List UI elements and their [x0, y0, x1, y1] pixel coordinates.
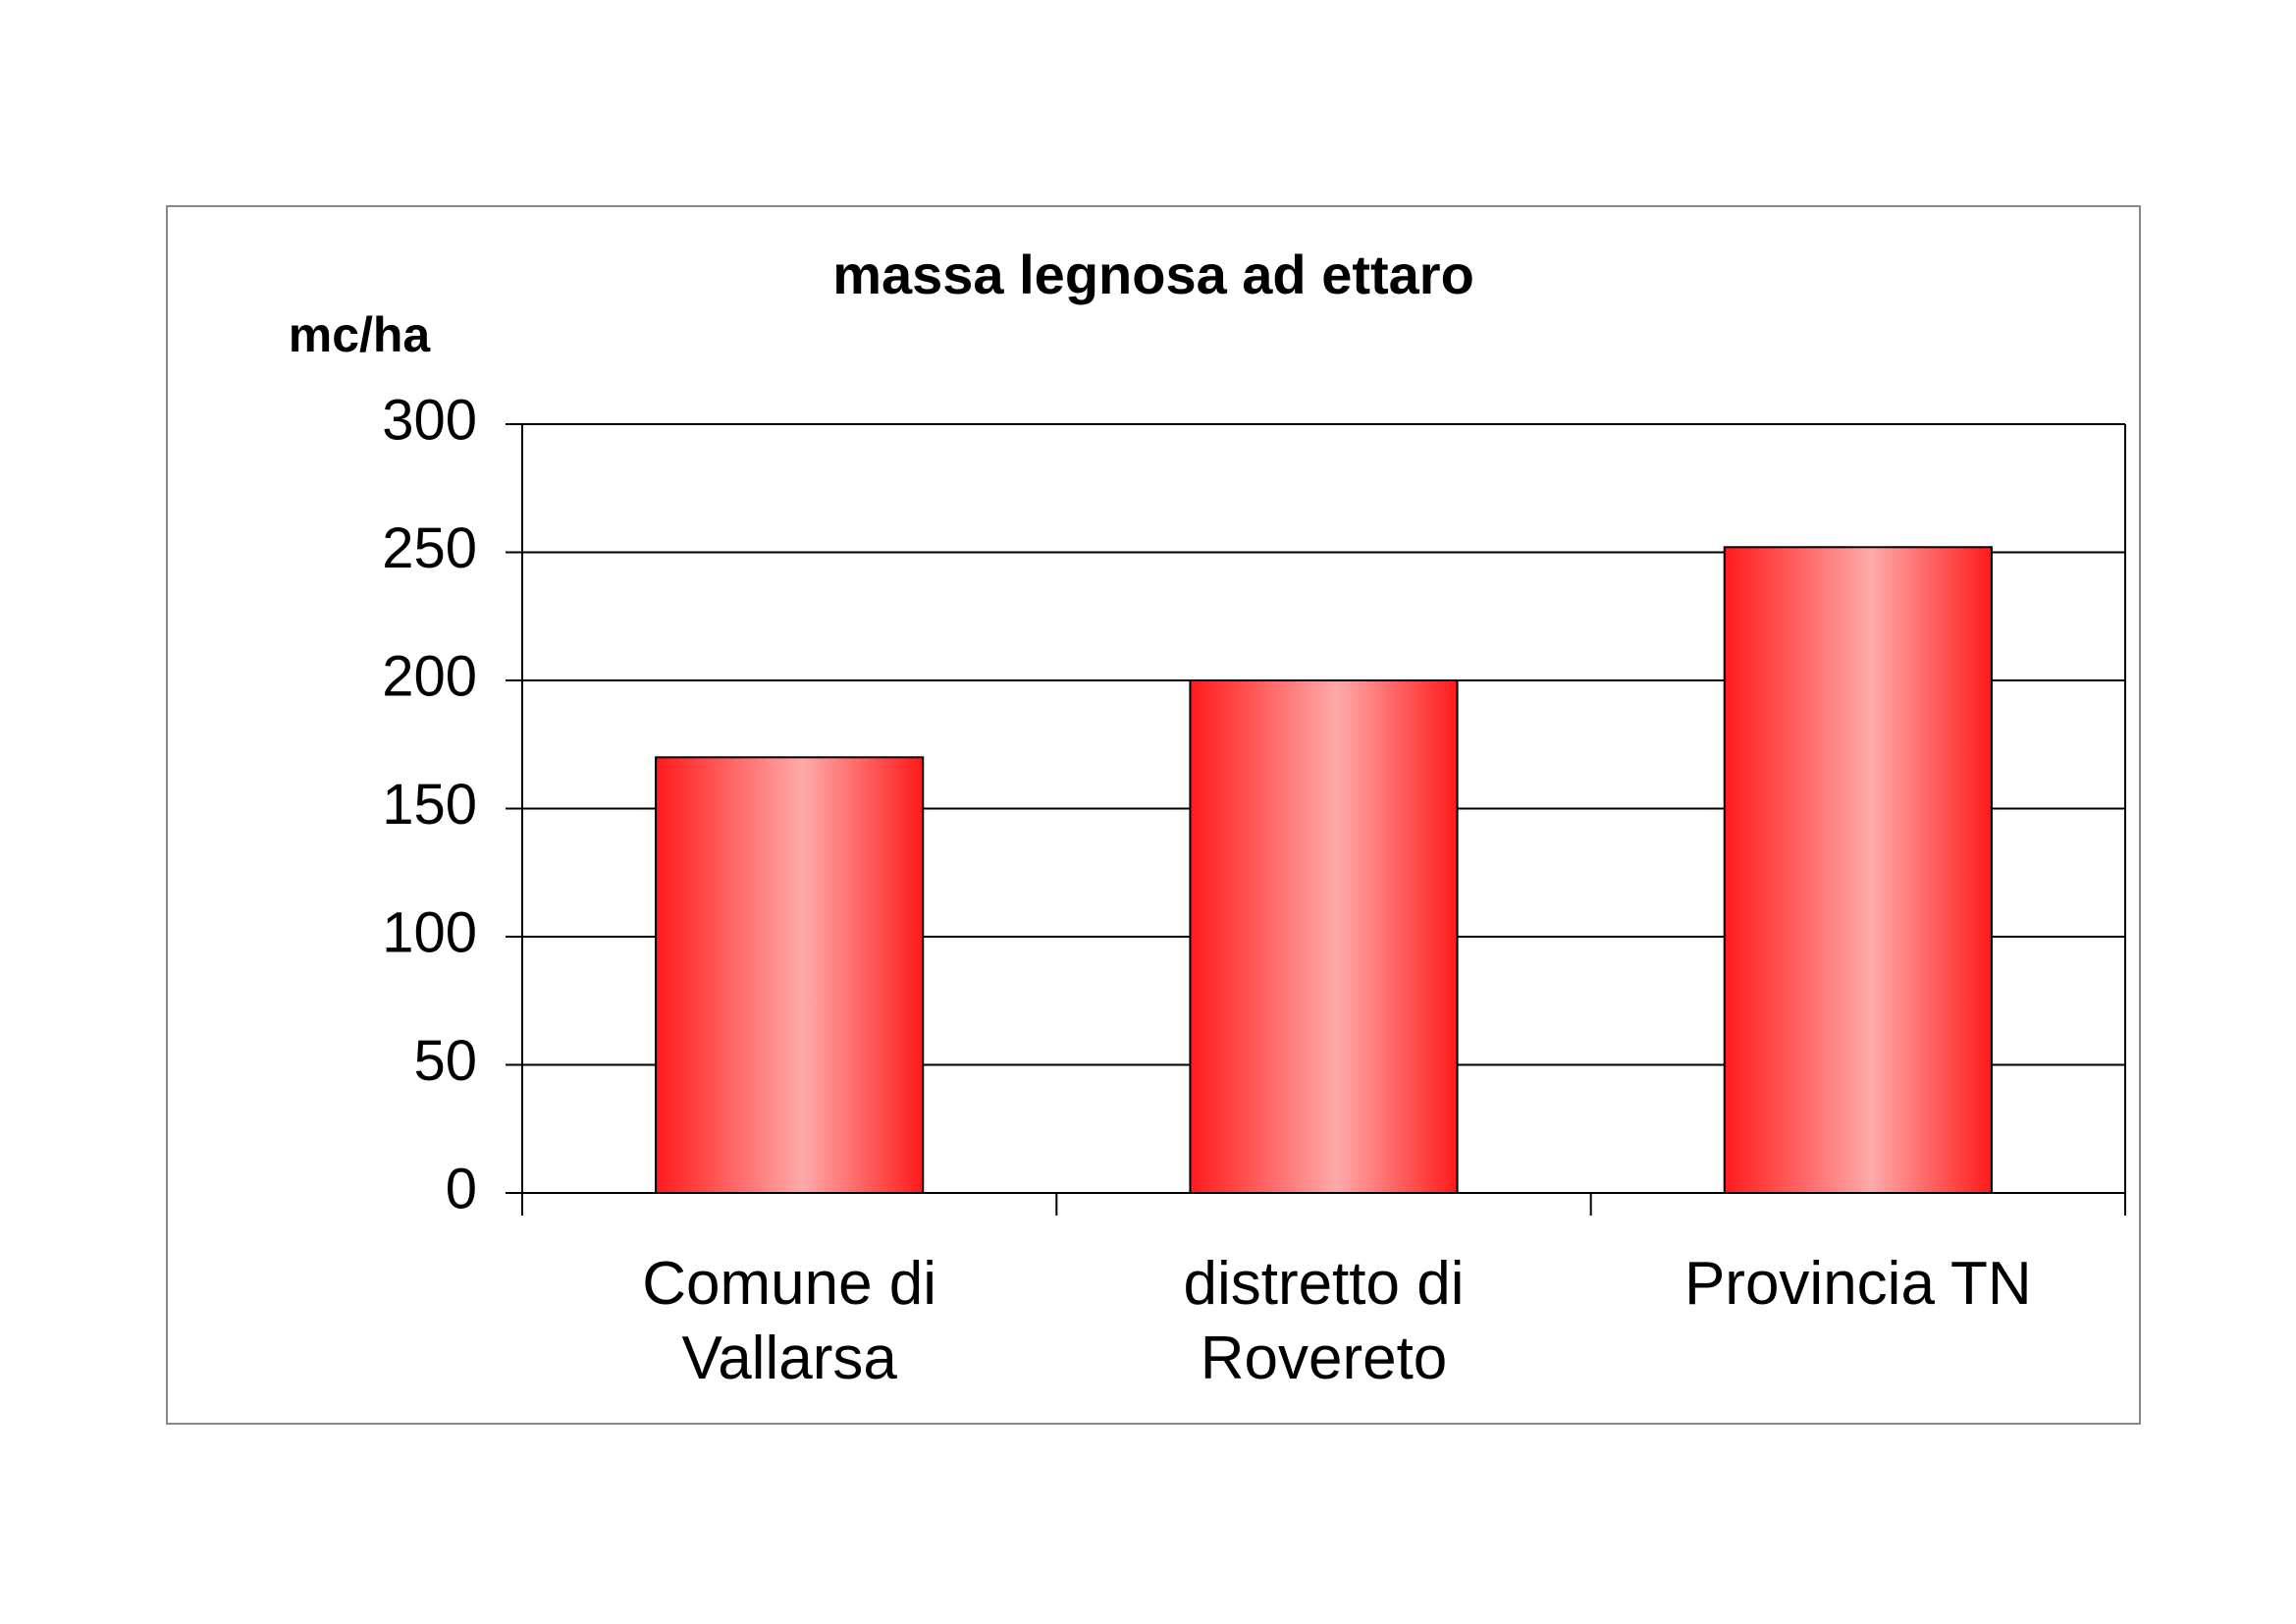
chart-title: massa legnosa ad ettaro	[832, 244, 1474, 305]
y-axis-label: mc/ha	[289, 307, 432, 362]
bar	[1723, 546, 1993, 1194]
bar	[1189, 679, 1459, 1194]
y-tick-label: 250	[382, 516, 477, 580]
y-tick-label: 50	[413, 1029, 477, 1093]
y-tick-label: 300	[382, 388, 477, 452]
y-tick-label: 0	[446, 1157, 477, 1220]
chart-border	[166, 205, 2141, 1425]
x-tick-label: distretto di Rovereto	[1183, 1250, 1465, 1392]
y-tick-label: 150	[382, 773, 477, 837]
y-tick-label: 200	[382, 644, 477, 708]
bar	[655, 756, 925, 1194]
x-tick-label: Provincia TN	[1683, 1250, 2032, 1318]
y-tick-label: 100	[382, 900, 477, 964]
x-tick-label: Comune di Vallarsa	[642, 1250, 937, 1392]
